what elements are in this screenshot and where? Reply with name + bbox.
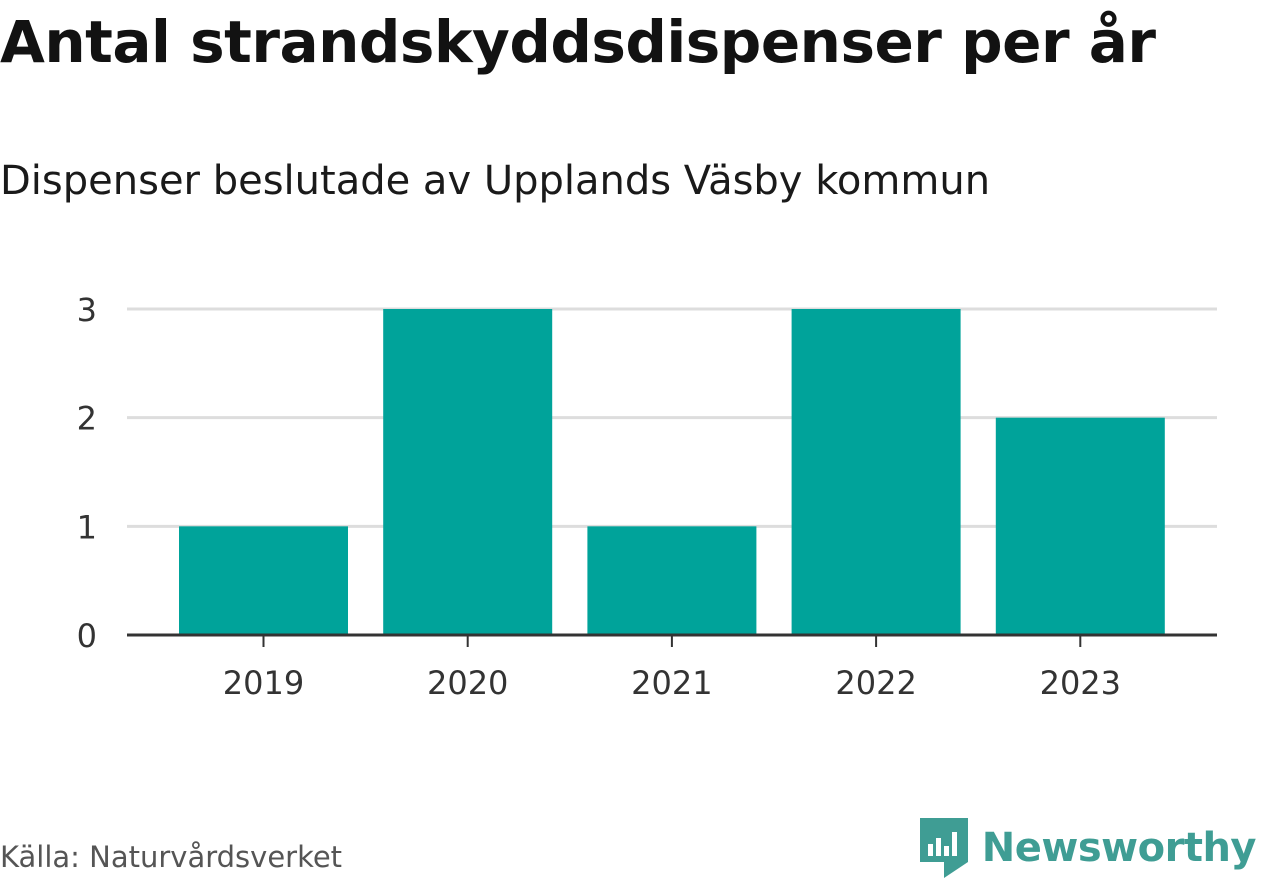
x-tick-label: 2020 — [427, 664, 508, 702]
chart-title: Antal strandskyddsdispenser per år — [0, 8, 1156, 76]
bar-chart: 0 1 2 3 2019 2020 2021 2022 2023 — [77, 291, 1217, 702]
x-tick-label: 2021 — [631, 664, 712, 702]
bar-2023 — [995, 417, 1165, 635]
x-tick-label: 2023 — [1040, 664, 1121, 702]
y-tick-label: 3 — [77, 291, 97, 329]
source-note: Källa: Naturvårdsverket — [0, 840, 343, 874]
brand-name: Newsworthy — [981, 825, 1257, 871]
bar-2021 — [587, 526, 757, 635]
y-tick-label: 0 — [77, 617, 97, 655]
x-tick-label: 2022 — [835, 664, 916, 702]
bar-2020 — [383, 309, 553, 635]
brand: Newsworthy — [919, 818, 1257, 878]
newsworthy-logo-icon — [919, 818, 968, 878]
y-tick-label: 1 — [77, 508, 97, 546]
bar-2022 — [791, 309, 961, 635]
y-tick-label: 2 — [77, 400, 97, 438]
chart-subtitle: Dispenser beslutade av Upplands Väsby ko… — [0, 158, 991, 204]
x-tick-label: 2019 — [223, 664, 304, 702]
bar-2019 — [179, 526, 348, 635]
